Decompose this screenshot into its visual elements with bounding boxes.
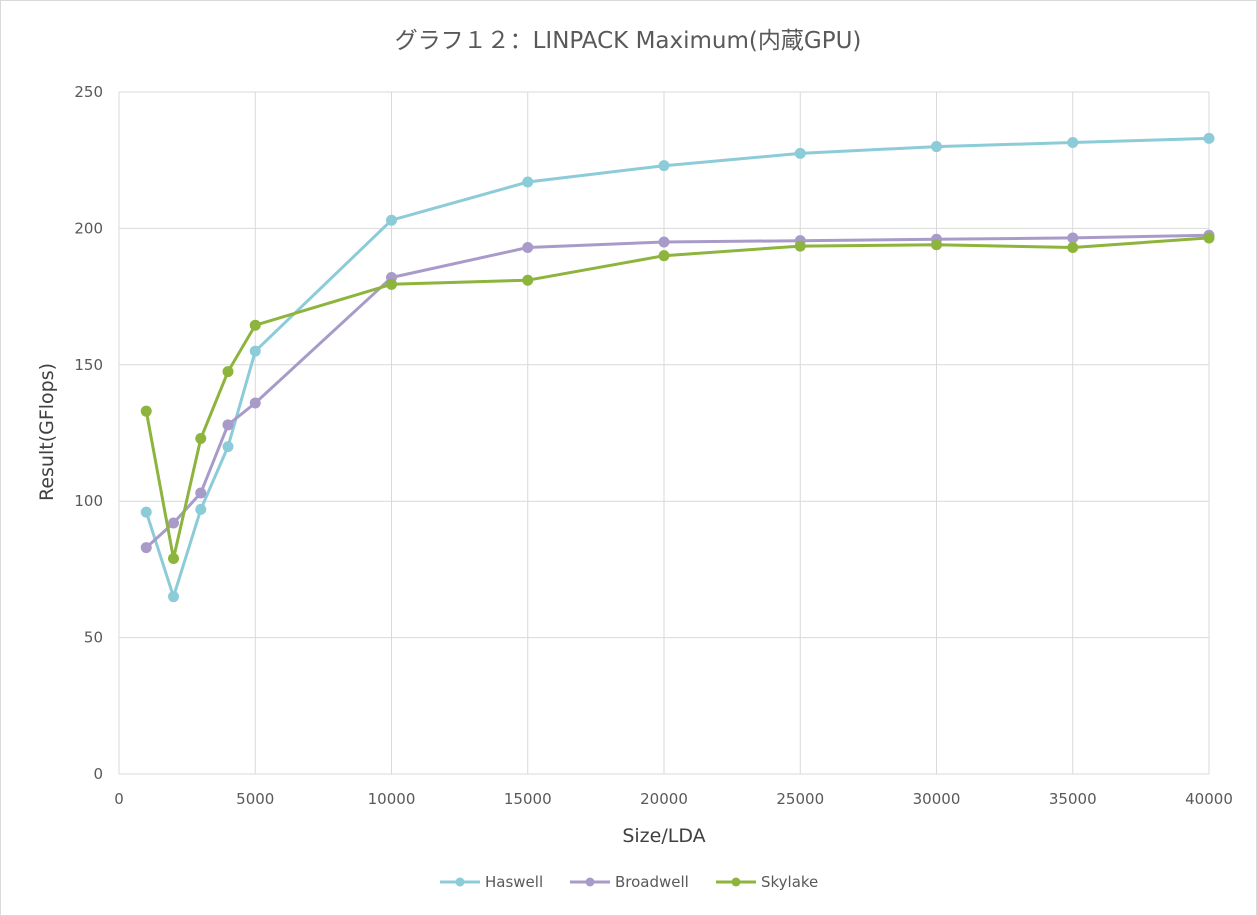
data-point-haswell <box>1067 136 1079 148</box>
data-point-haswell <box>168 591 179 603</box>
data-point-broadwell <box>168 517 179 529</box>
data-point-skylake <box>522 274 534 286</box>
y-tick-label: 100 <box>74 492 103 510</box>
legend-label: Haswell <box>485 873 543 891</box>
x-tick-label: 10000 <box>368 790 416 808</box>
series-skylake <box>140 232 1215 564</box>
y-tick-label: 50 <box>84 629 103 647</box>
data-point-broadwell <box>195 487 207 499</box>
data-point-haswell <box>386 214 397 226</box>
data-point-skylake <box>249 319 261 331</box>
data-point-skylake <box>794 240 806 252</box>
data-point-haswell <box>140 506 152 518</box>
chart-title: グラフ１２：LINPACK Maximum(内蔵GPU) <box>395 28 862 54</box>
data-point-haswell <box>222 441 234 453</box>
series-broadwell <box>140 229 1215 554</box>
data-point-haswell <box>794 147 806 159</box>
x-tick-label: 35000 <box>1049 790 1097 808</box>
series-lines <box>140 132 1215 603</box>
data-point-skylake <box>658 250 670 262</box>
series-line-broadwell <box>145 233 1210 549</box>
legend-label: Skylake <box>761 873 818 891</box>
x-tick-label: 15000 <box>504 790 552 808</box>
x-tick-label: 30000 <box>913 790 961 808</box>
data-point-broadwell <box>222 419 234 431</box>
x-tick-label: 25000 <box>776 790 824 808</box>
data-point-skylake <box>140 405 152 417</box>
legend-label: Broadwell <box>615 873 689 891</box>
y-tick-label: 250 <box>74 83 103 101</box>
legend-item-broadwell: Broadwell <box>570 873 689 891</box>
data-point-skylake <box>1067 241 1079 253</box>
legend-swatch-marker <box>455 877 465 887</box>
data-point-haswell <box>1203 132 1215 144</box>
y-tick-label: 150 <box>74 356 103 374</box>
data-point-skylake <box>386 278 397 290</box>
series-line-skylake <box>144 236 1210 560</box>
x-tick-labels: 0 5000 10000 15000 20000 25000 30000 35000 40000 <box>114 790 1233 808</box>
grid-lines <box>118 91 1210 775</box>
y-axis-title: Result(GFlops) <box>36 363 58 501</box>
data-point-skylake <box>1203 232 1215 244</box>
data-point-skylake <box>931 239 942 251</box>
data-point-broadwell <box>1067 232 1079 244</box>
y-tick-labels: 0 50 100 150 200 250 <box>74 83 103 783</box>
x-tick-label: 20000 <box>640 790 688 808</box>
legend-swatch-marker <box>731 877 741 887</box>
data-point-broadwell <box>522 241 534 253</box>
data-point-broadwell <box>249 397 261 409</box>
x-tick-label: 0 <box>114 790 124 808</box>
x-axis-title: Size/LDA <box>622 825 705 847</box>
data-point-haswell <box>522 176 534 188</box>
legend-item-haswell: Haswell <box>440 873 543 891</box>
legend-swatch-marker <box>585 877 595 887</box>
legend-item-skylake: Skylake <box>716 873 818 891</box>
x-tick-label: 5000 <box>236 790 274 808</box>
series-haswell <box>140 132 1215 603</box>
y-tick-label: 0 <box>93 765 103 783</box>
data-point-broadwell <box>140 542 152 554</box>
data-point-haswell <box>195 503 207 515</box>
data-point-skylake <box>195 432 207 444</box>
data-point-haswell <box>658 160 670 172</box>
data-point-skylake <box>222 366 234 378</box>
data-point-skylake <box>168 552 179 564</box>
data-point-haswell <box>931 141 942 153</box>
data-point-broadwell <box>658 236 670 248</box>
data-point-haswell <box>249 345 261 357</box>
series-line-haswell <box>144 136 1210 599</box>
legend: Haswell Broadwell Skylake <box>440 873 818 891</box>
x-tick-label: 40000 <box>1185 790 1233 808</box>
y-tick-label: 200 <box>74 219 103 237</box>
